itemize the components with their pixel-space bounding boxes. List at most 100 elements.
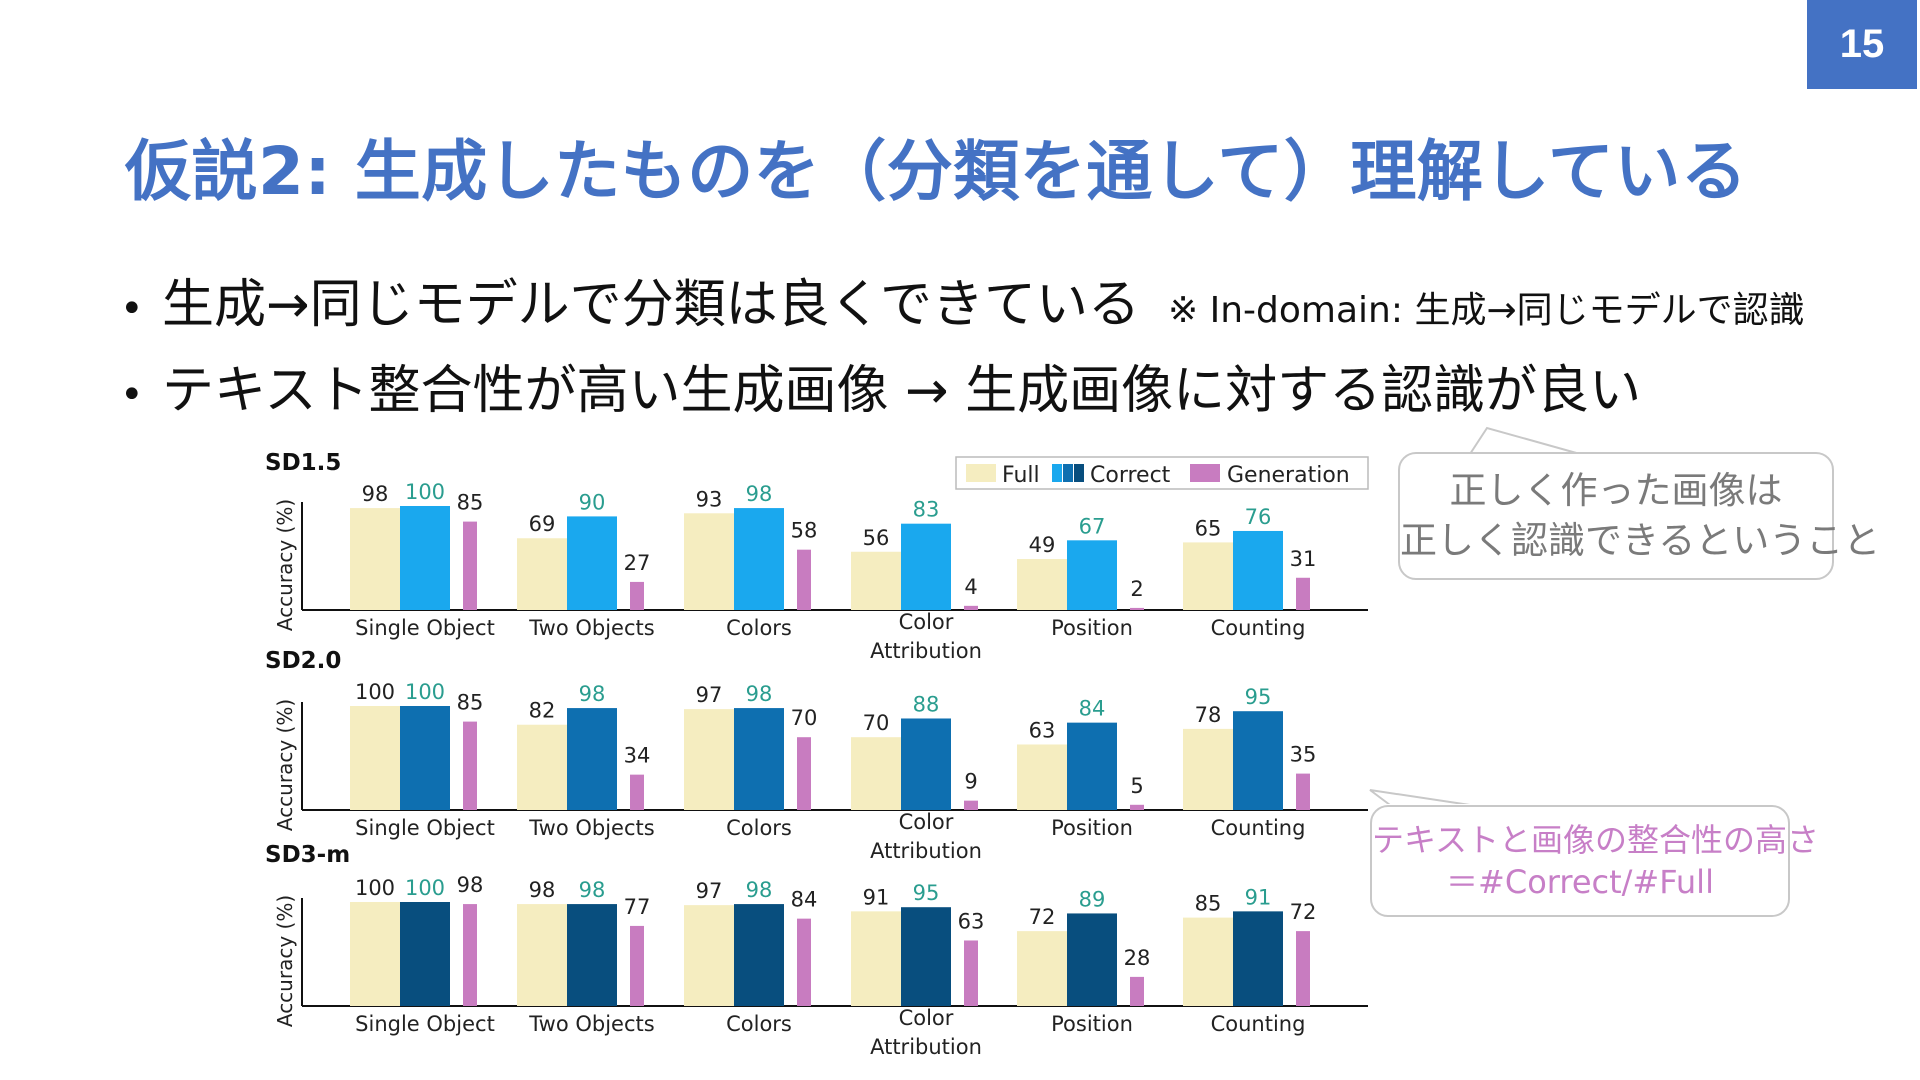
data-label-generation: 98 — [457, 873, 484, 897]
data-label-generation: 77 — [624, 895, 651, 919]
callout-line: 正しく認識できるということ — [1400, 519, 1881, 562]
bar-generation — [1296, 773, 1310, 810]
bar-correct — [1067, 540, 1117, 610]
data-label-generation: 9 — [964, 770, 977, 794]
data-label-generation: 85 — [457, 691, 484, 715]
legend-label-generation: Generation — [1227, 463, 1350, 488]
bar-full — [851, 737, 901, 810]
data-label-correct: 100 — [405, 876, 445, 900]
bar-correct — [901, 523, 951, 610]
data-label-generation: 28 — [1124, 946, 1151, 970]
bar-correct — [400, 902, 450, 1006]
bar-full — [1183, 542, 1233, 610]
bar-correct — [734, 708, 784, 810]
data-label-correct: 76 — [1245, 505, 1272, 529]
data-label-correct: 95 — [1245, 685, 1272, 709]
data-label-correct: 83 — [913, 498, 940, 522]
x-tick-label: Two Objects — [528, 616, 654, 640]
x-tick-label: Counting — [1211, 616, 1306, 640]
bullet-marker: • — [120, 286, 144, 332]
data-label-correct: 98 — [579, 878, 606, 902]
data-label-full: 72 — [1029, 905, 1056, 929]
data-label-generation: 4 — [964, 575, 977, 599]
x-tick-label: Counting — [1211, 816, 1306, 840]
bullet-marker: • — [120, 372, 144, 418]
bar-full — [517, 538, 567, 610]
bar-full — [851, 551, 901, 610]
data-label-full: 49 — [1029, 533, 1056, 557]
x-tick-label: Colors — [726, 816, 792, 840]
x-tick-label: Position — [1051, 1012, 1133, 1036]
legend-box — [955, 456, 1369, 490]
data-label-correct: 98 — [746, 682, 773, 706]
bar-generation — [797, 737, 811, 810]
bar-generation — [1130, 976, 1144, 1006]
data-label-full: 82 — [529, 699, 556, 723]
y-axis-label: Accuracy (%) — [273, 699, 297, 831]
legend-swatch-correct — [1074, 464, 1084, 482]
x-tick-label: Colors — [726, 1012, 792, 1036]
data-label-correct: 100 — [405, 680, 445, 704]
bar-full — [1017, 559, 1067, 610]
x-tick-label: Attribution — [870, 839, 982, 863]
data-label-full: 78 — [1195, 703, 1222, 727]
x-tick-label: Attribution — [870, 1035, 982, 1059]
data-label-generation: 31 — [1290, 547, 1317, 571]
x-tick-label: Color — [899, 1006, 954, 1030]
bar-full — [851, 911, 901, 1006]
callout-correct-recognition: 正しく作った画像は 正しく認識できるということ — [1398, 452, 1881, 580]
data-label-correct: 98 — [746, 482, 773, 506]
bar-generation — [630, 774, 644, 810]
data-label-generation: 5 — [1130, 774, 1143, 798]
bullet-item: • 生成→同じモデルで分類は良くできている ※ In-domain: 生成→同じ… — [120, 262, 1805, 348]
bar-correct — [567, 904, 617, 1006]
data-label-full: 63 — [1029, 718, 1056, 742]
bar-generation — [463, 521, 477, 610]
data-label-full: 69 — [529, 512, 556, 536]
x-tick-label: Attribution — [870, 639, 982, 663]
data-label-generation: 34 — [624, 744, 651, 768]
legend-swatch-correct — [1052, 464, 1062, 482]
x-tick-label: Two Objects — [528, 1012, 654, 1036]
page-number-badge: 15 — [1807, 0, 1917, 89]
data-label-generation: 70 — [791, 706, 818, 730]
data-label-full: 100 — [355, 680, 395, 704]
bar-generation — [797, 549, 811, 610]
bullet-note: ※ In-domain: 生成→同じモデルで認識 — [1168, 290, 1805, 331]
bar-full — [1183, 917, 1233, 1006]
x-tick-label: Position — [1051, 616, 1133, 640]
bar-correct — [734, 904, 784, 1006]
data-label-correct: 90 — [579, 490, 606, 514]
bar-generation — [964, 940, 978, 1006]
bar-correct — [1233, 530, 1283, 610]
data-label-full: 56 — [863, 526, 890, 550]
bar-full — [1183, 728, 1233, 810]
bar-generation — [1296, 577, 1310, 610]
x-tick-label: Color — [899, 610, 954, 634]
data-label-full: 98 — [529, 878, 556, 902]
data-label-correct: 98 — [579, 682, 606, 706]
x-tick-label: Colors — [726, 616, 792, 640]
bar-full — [684, 905, 734, 1006]
x-tick-label: Single Object — [355, 616, 495, 640]
bar-full — [350, 706, 400, 810]
callout-tail — [1369, 789, 1471, 806]
bar-generation — [463, 904, 477, 1006]
data-label-full: 93 — [696, 487, 723, 511]
data-label-correct: 95 — [913, 881, 940, 905]
bar-correct — [1233, 711, 1283, 810]
data-label-generation: 63 — [958, 909, 985, 933]
bar-correct — [1233, 911, 1283, 1006]
bar-generation — [964, 800, 978, 810]
data-label-generation: 35 — [1290, 743, 1317, 767]
x-tick-label: Two Objects — [528, 816, 654, 840]
callout-tail — [1468, 426, 1581, 455]
data-label-correct: 84 — [1079, 697, 1106, 721]
data-label-generation: 2 — [1130, 577, 1143, 601]
data-label-correct: 91 — [1245, 885, 1272, 909]
bar-correct — [1067, 913, 1117, 1006]
x-tick-label: Counting — [1211, 1012, 1306, 1036]
y-axis-label: Accuracy (%) — [273, 895, 297, 1027]
y-axis-label: Accuracy (%) — [273, 499, 297, 631]
data-label-full: 91 — [863, 885, 890, 909]
